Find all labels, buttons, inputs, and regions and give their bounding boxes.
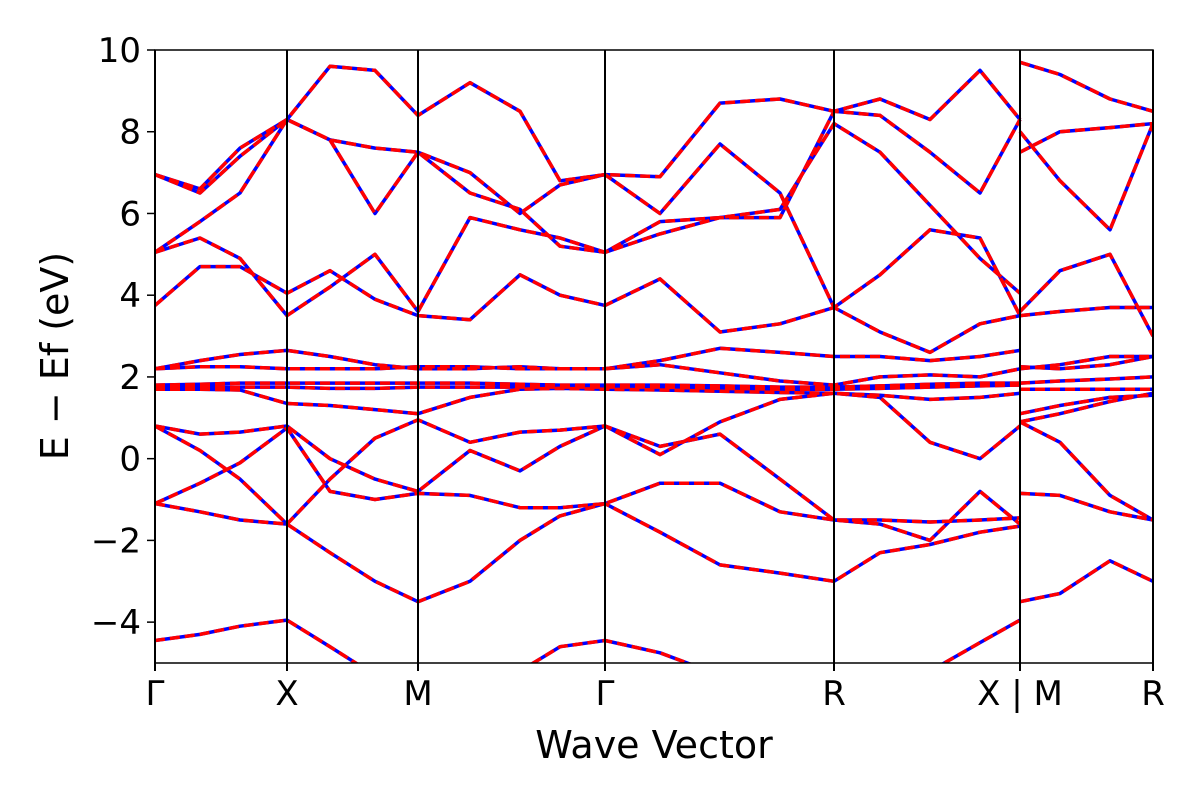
- y-tick-label: 8: [119, 113, 141, 153]
- band-line-dashed: [155, 109, 1153, 255]
- x-tick-label: Γ: [596, 674, 615, 714]
- band-line: [155, 60, 1153, 191]
- x-tick-label: X | M: [977, 674, 1063, 714]
- band-line-dashed: [155, 618, 1021, 663]
- band-line-dashed: [155, 121, 1153, 337]
- band-line: [155, 391, 1153, 526]
- y-tick-label: −4: [91, 603, 141, 643]
- x-tick-label: R: [1141, 674, 1165, 714]
- x-tick-label: X: [275, 674, 298, 714]
- band-line-dashed: [155, 386, 1153, 416]
- x-axis-label: Wave Vector: [535, 723, 773, 767]
- y-tick-label: 4: [119, 276, 141, 316]
- y-tick-label: 10: [98, 31, 141, 71]
- band-line-dashed: [155, 375, 1153, 389]
- x-tick-label: Γ: [146, 674, 165, 714]
- plot-frame: [154, 49, 1154, 664]
- x-tick-label: R: [822, 674, 846, 714]
- bands: [155, 60, 1153, 663]
- band-line-dashed: [155, 117, 1153, 317]
- y-tick-label: −2: [91, 521, 141, 561]
- band-line-dashed: [155, 383, 1153, 391]
- band-line: [155, 109, 1153, 255]
- band-line: [155, 386, 1153, 416]
- band-line-dashed: [155, 420, 1153, 543]
- band-line-dashed: [155, 501, 1153, 604]
- x-tick-label: M: [403, 674, 432, 714]
- y-tick-label: 2: [119, 358, 141, 398]
- band-line-dashed: [155, 346, 1153, 371]
- y-axis-label: E − Ef (eV): [33, 252, 77, 461]
- y-tick-label: 6: [119, 194, 141, 234]
- y-tick-label: 0: [119, 440, 141, 480]
- band-line-dashed: [155, 60, 1153, 191]
